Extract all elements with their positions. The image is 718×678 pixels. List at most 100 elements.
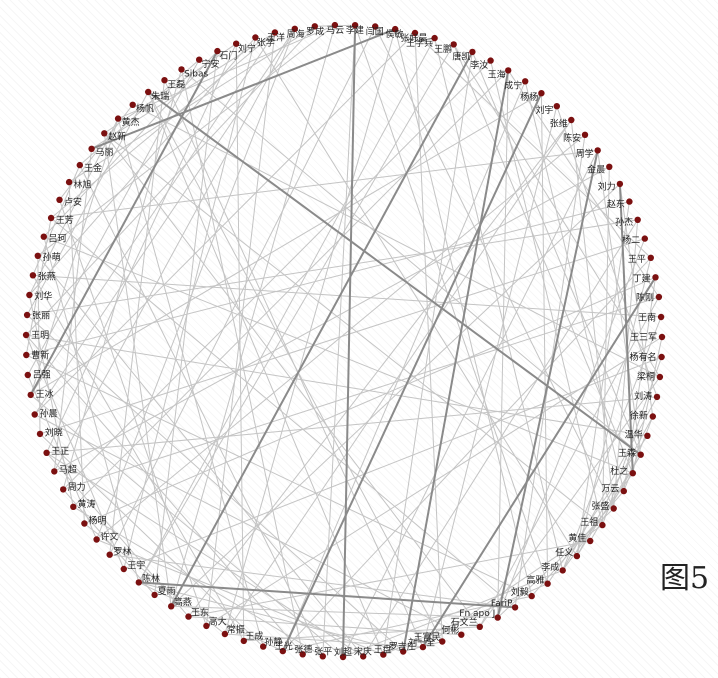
edge <box>243 626 480 642</box>
edge <box>37 255 364 657</box>
node-dot <box>51 468 58 475</box>
node-label: 许文 <box>100 530 118 542</box>
node-dot <box>568 116 575 124</box>
node-label: 孙杰 <box>615 216 633 228</box>
node-dot <box>505 67 512 74</box>
node-dot <box>400 648 407 655</box>
edge <box>34 32 416 415</box>
node-label: 孙静 <box>264 636 282 648</box>
edge <box>28 294 74 507</box>
edge <box>540 93 549 584</box>
figure-label: 图5 <box>660 561 710 596</box>
node-label: 赵东 <box>607 198 625 210</box>
edge <box>30 118 119 396</box>
node-dot <box>538 90 545 97</box>
strong-edge <box>147 91 642 456</box>
edge <box>188 540 591 618</box>
node-dot <box>36 430 44 438</box>
node-dot <box>487 57 494 64</box>
node-dot <box>31 411 38 418</box>
edge <box>84 523 226 635</box>
edge <box>46 452 364 657</box>
node-label: 王盘 <box>374 644 392 656</box>
node-dot <box>439 638 446 645</box>
node-label: 高雅 <box>526 574 544 586</box>
node-dot <box>419 643 427 651</box>
edge <box>26 201 630 356</box>
edge <box>50 217 516 608</box>
edge <box>170 24 336 607</box>
node-label: 唐凯 <box>452 51 470 63</box>
node-label: 杜之 <box>610 465 628 477</box>
node-label: 罗吉庄 <box>389 641 416 653</box>
node-label: 刘华 <box>34 290 52 302</box>
strong-edge <box>618 183 634 474</box>
node-label: 刘力 <box>598 180 616 192</box>
node-dot <box>360 653 367 660</box>
node-label: 高燕 <box>174 596 192 608</box>
node-label: 万云 <box>601 485 619 495</box>
edge <box>27 219 638 316</box>
node-label: 张燕 <box>38 270 56 282</box>
node-dot <box>70 503 77 510</box>
node-dot <box>339 653 347 661</box>
edge <box>374 26 615 509</box>
node-dot <box>594 147 601 154</box>
edge <box>84 276 656 524</box>
node-dot <box>476 623 483 630</box>
edge <box>62 489 155 596</box>
node-dot <box>120 565 128 573</box>
edge <box>471 51 642 455</box>
edge <box>224 119 572 635</box>
edge <box>43 50 218 238</box>
node-dot <box>114 115 122 122</box>
strong-edge <box>170 51 474 607</box>
edge <box>205 32 276 626</box>
strong-edge <box>138 581 516 609</box>
node-label: Fn apo J <box>459 609 495 619</box>
edge <box>362 219 639 657</box>
edge <box>619 183 654 417</box>
node-label: 张学 <box>257 36 275 48</box>
edge <box>39 238 645 435</box>
node-label: 罗成 <box>306 25 324 37</box>
node-dot <box>76 161 84 169</box>
edge <box>34 28 296 415</box>
node-dot <box>511 604 519 611</box>
node-label: 高大 <box>209 615 227 627</box>
edge <box>37 24 336 257</box>
node-dot <box>151 591 158 599</box>
node-dot <box>587 537 594 545</box>
node-label: 张好晨 <box>400 32 427 44</box>
node-dot <box>291 25 298 32</box>
node-label: 温华 <box>625 428 643 440</box>
node-label: 李汝 <box>470 59 488 71</box>
node-dot <box>106 551 113 558</box>
node-label: 杨杨 <box>520 91 538 103</box>
edge <box>25 217 52 356</box>
strong-edge <box>91 28 396 150</box>
edge <box>79 164 324 657</box>
node-dot <box>528 592 535 600</box>
node-label: 刘毅 <box>511 586 529 598</box>
node-label: 周力 <box>68 481 86 493</box>
node-dot <box>641 235 648 242</box>
edge <box>96 28 296 540</box>
node-label: 王学兵 <box>406 37 433 49</box>
node-label: 王祖 <box>580 516 598 528</box>
node-dot <box>214 47 221 55</box>
node-dot <box>637 451 644 458</box>
edge <box>96 539 384 656</box>
node-label: 王森 <box>618 447 636 459</box>
node-label: 王芳 <box>56 214 74 226</box>
node-label: 何彬 <box>441 624 459 636</box>
node-dot <box>135 579 142 586</box>
node-label: 成宁 <box>504 79 522 91</box>
edge <box>123 356 662 570</box>
node-label: 刘晓 <box>45 426 63 438</box>
node-dot <box>380 651 387 658</box>
edge <box>50 32 276 219</box>
edge <box>181 69 642 456</box>
edge <box>109 26 376 555</box>
node-label: 吕强 <box>33 370 51 381</box>
